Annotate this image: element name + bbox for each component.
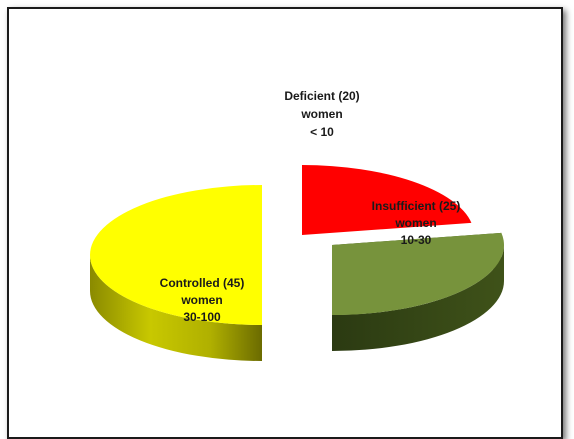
label-deficient-line3: < 10 xyxy=(310,125,334,139)
label-insufficient-line3: 10-30 xyxy=(401,233,432,247)
label-deficient-line2: women xyxy=(300,107,342,121)
label-controlled-line2: women xyxy=(180,293,222,307)
slice-top-deficient xyxy=(302,165,472,235)
slice-top-controlled xyxy=(90,185,262,325)
label-controlled-line3: 30-100 xyxy=(183,310,221,324)
label-deficient-line1: Deficient (20) xyxy=(284,89,359,103)
label-controlled-line1: Controlled (45) xyxy=(160,276,245,290)
slice-insufficient xyxy=(332,232,504,351)
label-insufficient-line1: Insufficient (25) xyxy=(372,199,461,213)
slice-side-controlled xyxy=(90,255,262,361)
slice-side-insufficient xyxy=(332,245,504,351)
slice-controlled xyxy=(90,185,262,361)
label-insufficient-line2: women xyxy=(394,216,436,230)
chart-frame xyxy=(7,7,563,439)
slice-deficient xyxy=(302,165,472,235)
slice-top-insufficient xyxy=(332,232,504,315)
